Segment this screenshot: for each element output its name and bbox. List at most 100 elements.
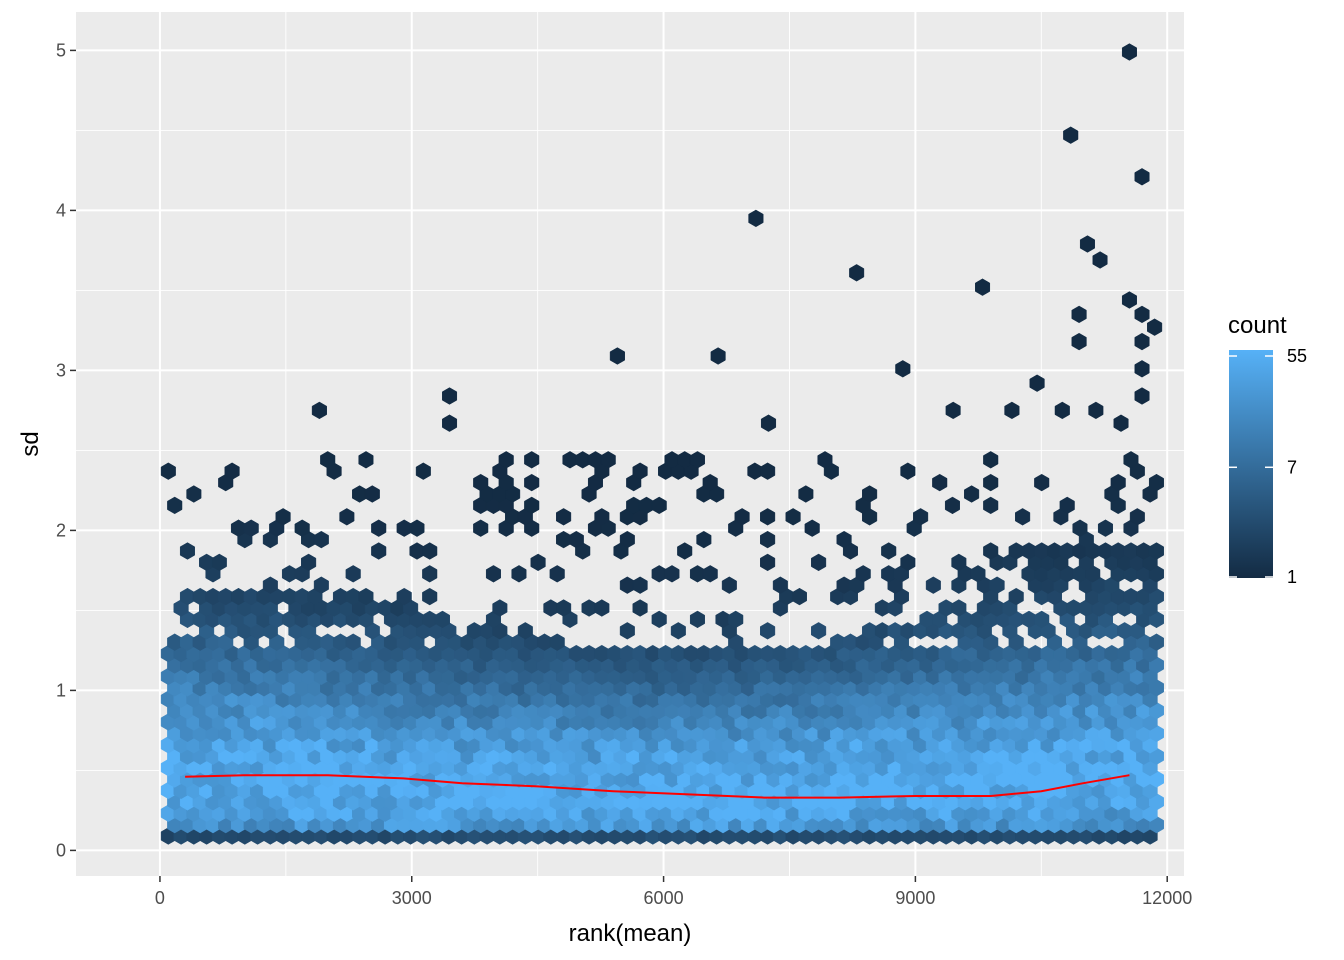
hex-cell xyxy=(1148,633,1164,651)
hex-cell xyxy=(594,599,610,617)
hex-cell xyxy=(702,473,718,492)
hex-cell xyxy=(670,622,686,640)
hex-cell xyxy=(862,485,878,503)
hex-cell xyxy=(473,473,489,492)
hex-cell xyxy=(364,485,380,503)
hex-cell xyxy=(339,508,355,526)
hex-cell xyxy=(179,542,195,560)
hex-cell xyxy=(913,508,929,526)
hex-cell xyxy=(517,622,533,640)
hex-cell-outlier xyxy=(311,401,327,420)
hex-cell xyxy=(556,599,572,617)
hex-cell xyxy=(619,530,635,549)
hex-cell xyxy=(702,565,718,583)
hex-cell xyxy=(186,485,202,503)
x-tick-label: 12000 xyxy=(1142,888,1192,908)
hex-cell xyxy=(989,576,1005,594)
x-axis-ticks: 0 3000 6000 9000 12000 xyxy=(155,876,1192,908)
hex-cell xyxy=(1034,610,1050,629)
x-axis-title: rank(mean) xyxy=(569,920,692,947)
hex-cell xyxy=(689,451,705,469)
hex-cell-outlier xyxy=(1134,387,1150,405)
hex-cell-outlier xyxy=(710,347,726,365)
hex-cell xyxy=(1123,451,1139,469)
hex-cell xyxy=(1034,473,1050,492)
hex-cell xyxy=(415,462,431,480)
hex-cell xyxy=(734,508,750,526)
hex-cell-outlier xyxy=(1088,401,1104,420)
hex-cell xyxy=(243,519,259,537)
hex-cell xyxy=(760,553,776,572)
hex-cell xyxy=(664,565,680,583)
legend-title: count xyxy=(1228,312,1287,339)
hex-cell xyxy=(900,462,916,480)
hex-cell xyxy=(600,451,616,469)
hex-cell xyxy=(983,473,999,492)
hex-cell xyxy=(485,565,501,583)
hex-cell xyxy=(275,508,291,526)
hex-cell-outlier xyxy=(895,360,911,378)
hex-cell-outlier xyxy=(1134,168,1150,186)
hex-cell xyxy=(760,508,776,526)
hex-cell xyxy=(760,622,776,640)
hex-cell-outlier xyxy=(442,414,458,432)
hex-cell-outlier xyxy=(609,347,625,365)
hex-cell xyxy=(294,519,310,537)
hex-cell-outlier xyxy=(945,401,961,420)
hex-cell xyxy=(422,542,438,560)
hex-cell-outlier xyxy=(975,278,991,296)
hex-cell xyxy=(1097,519,1113,537)
hex-cell xyxy=(498,451,514,469)
hex-cell xyxy=(320,451,336,469)
x-tick-label: 0 xyxy=(155,888,165,908)
hex-cell xyxy=(358,451,374,469)
hex-cell xyxy=(651,610,667,629)
hex-cell xyxy=(313,576,329,594)
hex-cell xyxy=(568,530,584,549)
hex-cell xyxy=(983,451,999,469)
hex-cell-outlier xyxy=(1063,126,1079,144)
hex-cell xyxy=(1059,496,1075,515)
hex-cell-outlier xyxy=(760,414,777,432)
hex-cell xyxy=(677,542,693,560)
y-tick-label: 5 xyxy=(56,40,66,60)
hex-cell xyxy=(881,542,897,560)
hex-cell-outlier xyxy=(1113,414,1129,432)
hex-cell xyxy=(721,576,737,594)
hex-cell xyxy=(511,565,527,583)
hex-cell xyxy=(1148,542,1164,560)
hex-cell xyxy=(301,553,317,572)
hex-cell xyxy=(951,553,967,572)
hex-cell xyxy=(1072,519,1088,537)
x-tick-label: 6000 xyxy=(644,888,684,908)
hex-cell xyxy=(1008,587,1024,606)
hex-cell xyxy=(983,542,999,560)
hex-cell xyxy=(785,508,801,526)
hex-cell xyxy=(313,530,329,549)
y-axis-ticks: 0 1 2 3 4 5 xyxy=(56,40,76,860)
hex-cell-outlier xyxy=(1147,318,1163,336)
hex-cell-outlier xyxy=(1004,401,1020,420)
hex-cell-outlier xyxy=(1134,332,1150,351)
legend-colorbar xyxy=(1229,350,1273,578)
hex-cell xyxy=(632,576,648,594)
legend-break-label: 7 xyxy=(1287,457,1297,477)
hex-cell-outlier xyxy=(1121,291,1137,309)
hex-cell xyxy=(473,519,489,537)
hex-cell xyxy=(855,565,871,583)
hex-cell xyxy=(836,530,852,549)
hex-cell xyxy=(1015,508,1031,526)
hex-cell xyxy=(524,451,540,469)
hex-cell-outlier xyxy=(1071,332,1087,351)
hex-cell-outlier xyxy=(442,387,458,405)
hex-cell xyxy=(434,610,450,629)
hex-cell xyxy=(1148,473,1164,492)
hex-cell xyxy=(760,530,776,549)
hex-cell xyxy=(549,565,565,583)
hex-cell xyxy=(396,587,412,606)
hex-cell xyxy=(798,485,814,503)
hex-cell-outlier xyxy=(1054,401,1070,420)
legend-breaks: 55 7 1 xyxy=(1229,346,1307,587)
hex-cell xyxy=(492,599,508,617)
hex-cell xyxy=(524,496,540,515)
